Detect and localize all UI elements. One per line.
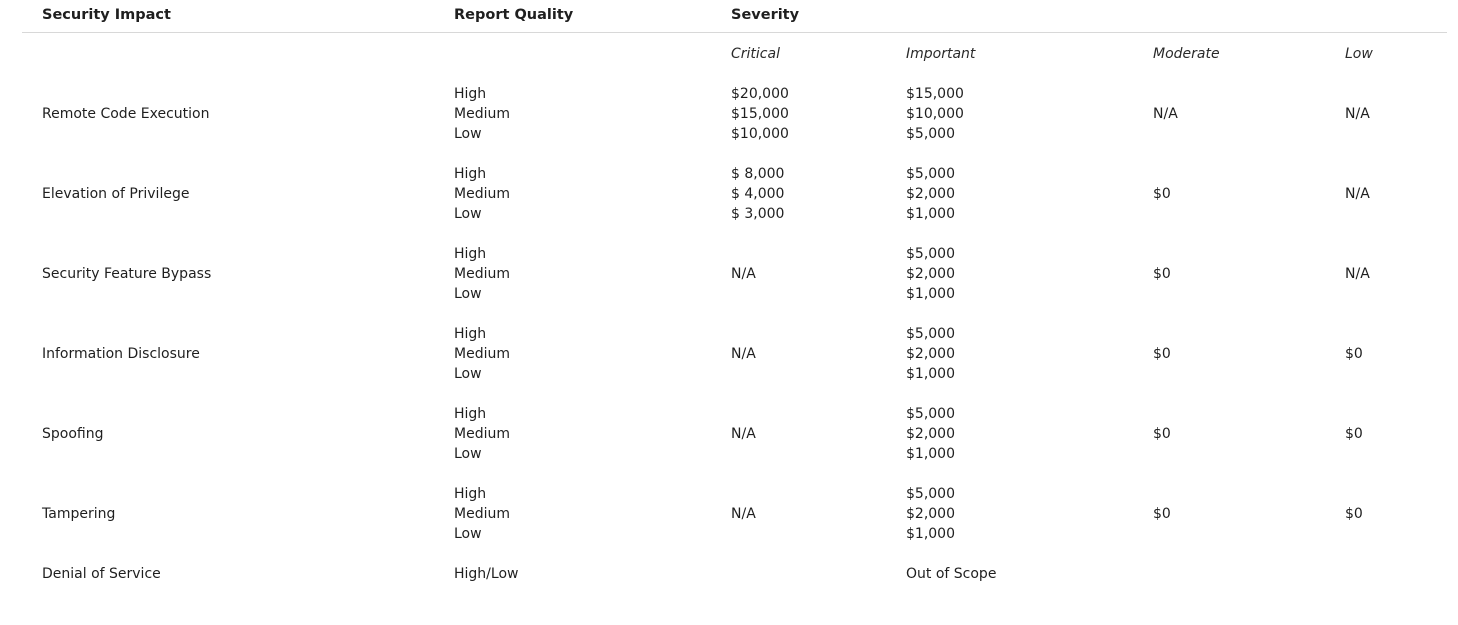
quality-cell: High/Low [454, 566, 519, 582]
severity-important-label: Important [906, 46, 976, 62]
severity-low-label: Low [1345, 46, 1373, 62]
important-cell-line: $2,000 [906, 266, 955, 282]
impact-cell: Tampering [42, 506, 116, 522]
quality-cell-line: High [454, 486, 487, 502]
moderate-cell: $0 [1153, 426, 1171, 442]
table-row: Elevation of Privilege High Medium Low $ 8,0… [0, 164, 1458, 224]
important-cell-line: $1,000 [906, 206, 955, 222]
table-row: Spoofing High Medium Low N/A $5,000 $2,000 $1,0… [0, 404, 1458, 464]
header-security-impact: Security Impact [42, 7, 171, 23]
quality-cell-line: Low [454, 286, 482, 302]
quality-cell-line: High [454, 406, 487, 422]
critical-cell-line: $ 4,000 [731, 186, 785, 202]
table-row: Information Disclosure High Medium Low N/A $5… [0, 324, 1458, 384]
quality-cell: High Medium Low [454, 164, 510, 224]
important-cell: $5,000 $2,000 $1,000 [906, 404, 955, 464]
low-cell: N/A [1345, 106, 1370, 122]
quality-cell-line: Low [454, 366, 482, 382]
quality-cell-line: Low [454, 126, 482, 142]
important-cell-line: $2,000 [906, 186, 955, 202]
important-cell-line: $10,000 [906, 106, 964, 122]
quality-cell-line: Low [454, 206, 482, 222]
important-cell-line: $5,000 [906, 406, 955, 422]
quality-cell-line: Low [454, 446, 482, 462]
impact-cell: Information Disclosure [42, 346, 200, 362]
important-cell: $5,000 $2,000 $1,000 [906, 324, 955, 384]
table-row-denial-of-service: Denial of Service High/Low Out of Scope [0, 564, 1458, 584]
low-cell: N/A [1345, 266, 1370, 282]
critical-cell-line: $ 3,000 [731, 206, 785, 222]
severity-critical-label: Critical [731, 46, 780, 62]
important-cell-line: $1,000 [906, 366, 955, 382]
moderate-cell: N/A [1153, 106, 1178, 122]
critical-cell: $ 8,000 $ 4,000 $ 3,000 [731, 164, 784, 224]
quality-cell-line: Low [454, 526, 482, 542]
important-cell: $5,000 $2,000 $1,000 [906, 244, 955, 304]
important-cell-line: $1,000 [906, 286, 955, 302]
quality-cell-line: Medium [454, 106, 510, 122]
important-cell-line: $15,000 [906, 86, 964, 102]
table-header-row: Security Impact Report Quality Severity [0, 0, 1458, 32]
header-report-quality: Report Quality [454, 7, 574, 23]
important-cell-line: $5,000 [906, 486, 955, 502]
moderate-cell: $0 [1153, 186, 1171, 202]
critical-cell-line: $15,000 [731, 106, 789, 122]
important-cell-line: $5,000 [906, 166, 955, 182]
critical-cell: N/A [731, 426, 756, 442]
header-severity: Severity [731, 7, 800, 23]
important-cell-line: $1,000 [906, 526, 955, 542]
quality-cell-line: High [454, 86, 487, 102]
critical-cell: N/A [731, 506, 756, 522]
important-cell-line: $2,000 [906, 346, 955, 362]
low-cell: $0 [1345, 506, 1363, 522]
quality-cell-line: Medium [454, 266, 510, 282]
impact-cell: Elevation of Privilege [42, 186, 190, 202]
low-cell: $0 [1345, 426, 1363, 442]
quality-cell-line: Medium [454, 426, 510, 442]
moderate-cell: $0 [1153, 346, 1171, 362]
important-cell-line: $2,000 [906, 506, 955, 522]
important-cell: Out of Scope [906, 566, 997, 582]
low-cell: N/A [1345, 186, 1370, 202]
quality-cell-line: High [454, 246, 487, 262]
impact-cell: Remote Code Execution [42, 106, 210, 122]
quality-cell-line: High [454, 166, 487, 182]
moderate-cell: $0 [1153, 266, 1171, 282]
important-cell-line: $1,000 [906, 446, 955, 462]
moderate-cell: $0 [1153, 506, 1171, 522]
quality-cell: High Medium Low [454, 404, 510, 464]
quality-cell-line: Medium [454, 186, 510, 202]
quality-cell: High Medium Low [454, 484, 510, 544]
impact-cell: Spoofing [42, 426, 104, 442]
quality-cell: High Medium Low [454, 84, 510, 144]
important-cell: $15,000 $10,000 $5,000 [906, 84, 964, 144]
critical-cell-line: $20,000 [731, 86, 789, 102]
important-cell-line: $5,000 [906, 326, 955, 342]
critical-cell-line: $ 8,000 [731, 166, 785, 182]
critical-cell: N/A [731, 346, 756, 362]
impact-cell: Denial of Service [42, 566, 161, 582]
table-row: Remote Code Execution High Medium Low $20,00… [0, 84, 1458, 144]
quality-cell-line: Medium [454, 506, 510, 522]
important-cell-line: $2,000 [906, 426, 955, 442]
quality-cell: High Medium Low [454, 244, 510, 304]
important-cell: $5,000 $2,000 $1,000 [906, 484, 955, 544]
low-cell: $0 [1345, 346, 1363, 362]
important-cell: $5,000 $2,000 $1,000 [906, 164, 955, 224]
quality-cell-line: High [454, 326, 487, 342]
severity-moderate-label: Moderate [1153, 46, 1220, 62]
critical-cell: $20,000 $15,000 $10,000 [731, 84, 789, 144]
critical-cell-line: $10,000 [731, 126, 789, 142]
important-cell-line: $5,000 [906, 126, 955, 142]
header-divider [22, 32, 1447, 33]
quality-cell-line: Medium [454, 346, 510, 362]
table-row: Security Feature Bypass High Medium Low N/A $… [0, 244, 1458, 304]
important-cell-line: $5,000 [906, 246, 955, 262]
critical-cell: N/A [731, 266, 756, 282]
table-row: Tampering High Medium Low N/A $5,000 $2,000 $1,… [0, 484, 1458, 544]
impact-cell: Security Feature Bypass [42, 266, 212, 282]
quality-cell: High Medium Low [454, 324, 510, 384]
